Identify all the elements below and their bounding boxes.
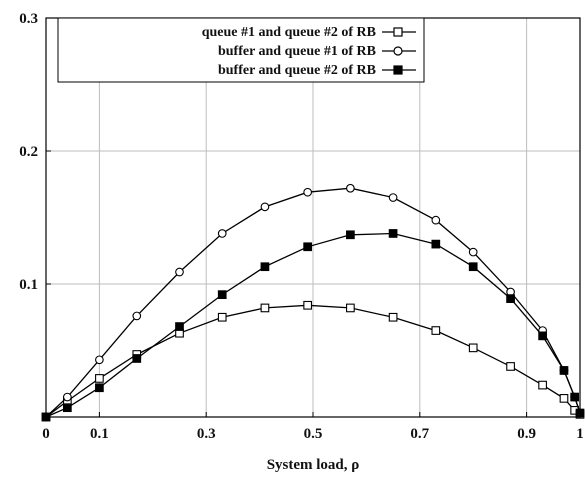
legend-label-2: buffer and queue #1 of RB (218, 44, 376, 59)
data-point-open-circle (431, 215, 441, 225)
data-point-open-square (303, 300, 313, 310)
legend-marker-open-circle (393, 46, 403, 56)
series-layer (41, 183, 585, 422)
legend-entry-2: buffer and queue #1 of RB (218, 44, 416, 59)
data-point-filled-square (570, 392, 580, 402)
data-point-filled-square (260, 262, 270, 272)
legend-entry-1: queue #1 and queue #2 of RB (202, 25, 416, 40)
data-point-open-square (431, 326, 441, 335)
data-point-open-square (538, 380, 547, 390)
data-point-open-square (388, 312, 398, 322)
data-point-open-circle (132, 311, 142, 321)
data-point-filled-square (63, 403, 72, 413)
data-point-filled-square (132, 354, 142, 363)
data-point-filled-square (538, 331, 547, 341)
legend-label-1: queue #1 and queue #2 of RB (202, 25, 376, 40)
tick-layer: 0 0.1 0.3 0.5 0.7 0.9 1 0.1 0.2 0.3 (19, 11, 584, 442)
data-point-filled-square (346, 230, 355, 240)
y-tick-label: 0.1 (19, 277, 38, 293)
data-point-filled-square (388, 229, 398, 238)
data-point-filled-square (559, 366, 569, 375)
data-point-open-square (346, 303, 355, 313)
data-point-filled-square (303, 242, 313, 252)
x-tick-label: 0.7 (410, 426, 429, 442)
data-point-open-circle (260, 202, 270, 212)
legend-marker-filled-square (393, 65, 403, 75)
x-tick-label: 1 (576, 426, 584, 442)
data-point-open-circle (303, 187, 313, 197)
x-tick-label: 0.5 (304, 426, 323, 442)
data-point-open-square (260, 303, 270, 313)
data-point-filled-square (217, 290, 227, 299)
data-point-filled-square (468, 262, 478, 272)
data-point-open-square (468, 343, 478, 353)
x-axis-label: System load, ρ (267, 457, 360, 473)
legend-marker-open-square (393, 27, 403, 37)
x-tick-label: 0.1 (90, 426, 109, 442)
y-tick-label: 0.3 (19, 11, 38, 27)
data-point-filled-square (431, 239, 441, 249)
data-point-open-circle (63, 392, 72, 402)
y-tick-label: 0.2 (19, 144, 38, 160)
x-tick-label: 0 (42, 426, 50, 442)
data-point-open-circle (346, 183, 355, 193)
x-tick-label: 0.9 (517, 426, 536, 442)
data-point-open-circle (468, 247, 478, 257)
legend-box (57, 17, 425, 83)
data-point-open-square (95, 374, 104, 383)
data-point-filled-square (95, 383, 104, 393)
data-point-open-circle (95, 355, 104, 365)
series-3 (41, 229, 585, 422)
x-tick-label: 0.3 (197, 426, 216, 442)
legend: queue #1 and queue #2 of RB buffer and q… (57, 17, 425, 83)
data-point-open-square (506, 362, 515, 371)
legend-entry-3: buffer and queue #2 of RB (218, 63, 416, 78)
data-point-open-circle (175, 267, 184, 277)
data-point-open-circle (217, 229, 227, 238)
data-point-open-square (559, 394, 569, 403)
data-point-filled-square (175, 322, 184, 331)
data-point-open-square (217, 312, 227, 322)
legend-label-3: buffer and queue #2 of RB (218, 63, 376, 78)
grid-layer (46, 18, 580, 417)
data-point-filled-square (506, 294, 515, 303)
data-point-open-circle (388, 193, 398, 202)
